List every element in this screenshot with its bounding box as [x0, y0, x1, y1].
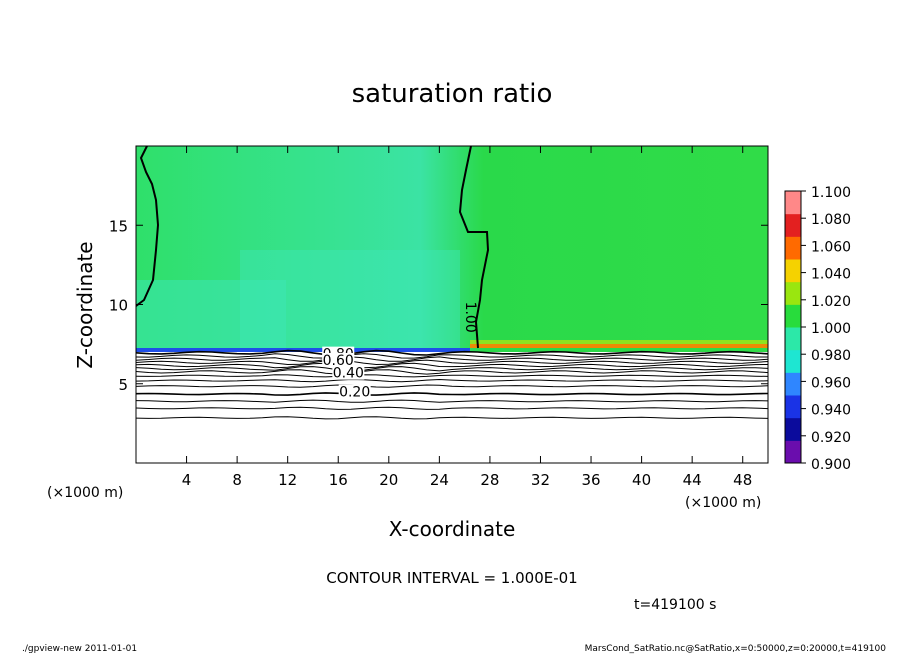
contour-label-bg [332, 365, 365, 380]
colorbar-label: 0.900 [811, 457, 851, 473]
x-tick-label: 12 [278, 471, 297, 489]
contour-line [136, 399, 768, 403]
colorbar-swatch [785, 236, 801, 260]
colorbar-swatch [785, 191, 801, 215]
x-tick-label: 16 [329, 471, 348, 489]
footer-left: ./gpview-new 2011-01-01 [22, 644, 137, 654]
x-tick-label: 20 [379, 471, 398, 489]
x-tick-label: 48 [733, 471, 752, 489]
colorbar-swatch [785, 417, 801, 441]
colorbar-swatch [785, 304, 801, 328]
colorbar-label: 1.080 [811, 212, 851, 228]
chart-title: saturation ratio [352, 79, 553, 109]
unsaturated-region [136, 352, 768, 463]
colorbar-label: 0.980 [811, 348, 851, 364]
contour-label-bg [322, 352, 355, 367]
x-axis-label: X-coordinate [389, 517, 516, 541]
contour-line [136, 369, 768, 375]
x-tick-label: 24 [430, 471, 449, 489]
x-tick-label: 4 [182, 471, 192, 489]
colorbar-swatch [785, 213, 801, 237]
contour-line [136, 384, 768, 388]
colorbar-swatch [785, 281, 801, 305]
contour-line [136, 392, 768, 396]
contour-line [136, 362, 768, 369]
x-unit-left: (×1000 m) [47, 485, 123, 501]
contour-line [136, 359, 768, 366]
colorbar: 0.900 0.920 0.940 0.960 0.980 1.000 1.020 1.040… [784, 185, 851, 473]
contour-line [136, 416, 768, 420]
colorbar-label: 1.060 [811, 239, 851, 255]
colorbar-swatch [785, 327, 801, 351]
time-text: t=419100 s [634, 597, 716, 613]
contour-line [136, 353, 768, 359]
x-axis-ticks: 4 8 12 16 20 24 28 32 36 40 44 48 [182, 146, 752, 489]
contour-label-bg [338, 384, 371, 399]
colorbar-label: 0.960 [811, 375, 851, 391]
blue-edge [136, 348, 470, 352]
y-tick-label: 15 [109, 217, 128, 235]
colorbar-label: 1.040 [811, 267, 851, 283]
x-tick-label: 28 [480, 471, 499, 489]
contour-line [136, 356, 768, 362]
colorbar-label: 1.020 [811, 294, 851, 310]
orange-band [470, 344, 768, 348]
colorbar-swatch [785, 440, 801, 464]
x-tick-label: 8 [232, 471, 242, 489]
colorbar-swatch [785, 259, 801, 283]
x-tick-label: 40 [632, 471, 651, 489]
contour-label: 0.20 [339, 385, 370, 401]
contour-1-right [458, 146, 490, 349]
footer-right: MarsCond_SatRatio.nc@SatRatio,x=0:50000,… [585, 644, 887, 654]
y-tick-label: 5 [118, 376, 128, 394]
contour-label: 0.60 [323, 353, 354, 369]
contour-labels: 1.000.800.600.400.20 [322, 302, 478, 401]
contour-line [136, 374, 768, 378]
colorbar-label: 0.920 [811, 430, 851, 446]
x-tick-label: 36 [581, 471, 600, 489]
x-tick-label: 44 [683, 471, 702, 489]
y-axis-ticks: 5 10 15 [109, 217, 768, 394]
colorbar-label: 0.940 [811, 403, 851, 419]
contour-line [136, 349, 768, 356]
y-axis-label: Z-coordinate [73, 241, 97, 368]
contour-1-left [136, 146, 160, 307]
colorbar-label: 1.000 [811, 321, 851, 337]
cyan-patch-mid [240, 250, 460, 352]
contour-line [136, 378, 768, 383]
contour-label: 1.00 [462, 302, 478, 333]
x-tick-label: 32 [531, 471, 550, 489]
contour-label: 0.40 [333, 366, 364, 382]
colorbar-label: 1.100 [811, 185, 851, 201]
cyan-patch-left [136, 280, 286, 352]
contour-line [136, 366, 768, 372]
y-tick-label: 10 [109, 297, 128, 315]
colorbar-swatch [785, 395, 801, 419]
contour-lines [136, 349, 768, 420]
colorbar-swatch [785, 372, 801, 396]
colorbar-swatch [785, 349, 801, 373]
plot-area [136, 146, 768, 463]
contour-line [136, 406, 768, 410]
contour-interval-text: CONTOUR INTERVAL = 1.000E-01 [326, 569, 577, 587]
x-unit-right: (×1000 m) [685, 495, 761, 511]
